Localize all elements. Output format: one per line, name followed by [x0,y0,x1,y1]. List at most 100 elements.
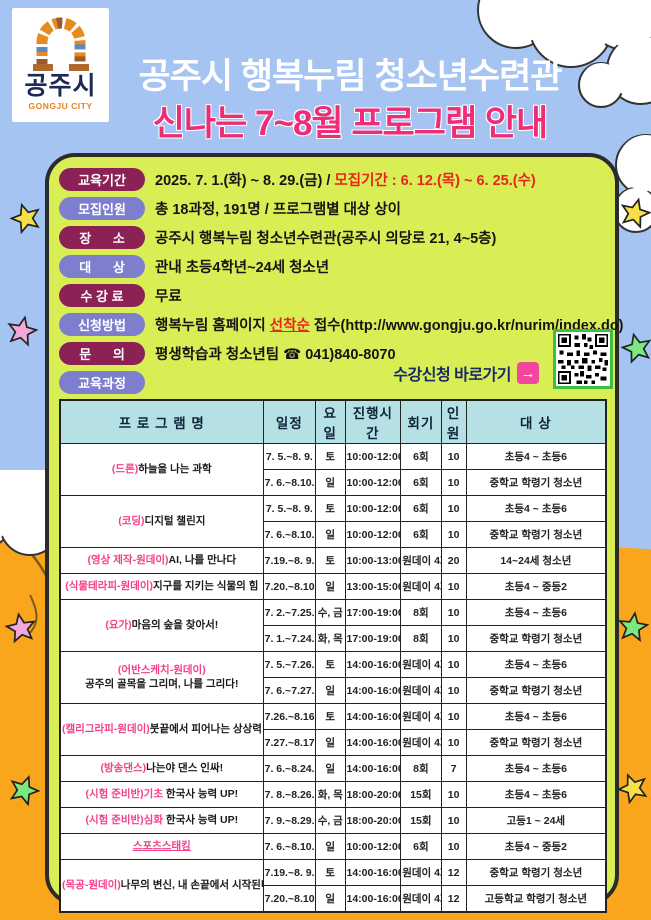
cell-day: 토 [315,703,346,730]
qr-code[interactable] [553,329,613,389]
cell-time: 14:00-16:00 [344,703,402,730]
cell-capacity: 10 [440,651,467,678]
cell-target: 중학교 학령기 청소년 [465,469,607,496]
table-row: 7. 6.~8.10. 일 10:00-12:00 6회 10 중학교 학령기 청소년 [60,469,607,496]
col-time: 진행시간 [344,399,402,444]
gongju-city-logo: 공주시 GONGJU CITY [12,8,109,122]
cell-day: 토 [315,547,346,574]
cell-time: 14:00-16:00 [344,755,402,782]
program-name: (시험 준비반)심화 한국사 능력 UP! [59,807,264,834]
logo-subtitle: GONGJU CITY [28,101,93,111]
cell-date: 7. 5.~8. 9. [262,495,317,522]
cell-target: 초등4 ~ 중등2 [465,573,607,600]
cell-target: 초등4 ~ 초등6 [465,599,607,626]
cell-time: 14:00-16:00 [344,651,402,678]
cell-date: 7.20.~8.10. [262,885,317,913]
cell-time: 13:00-15:00 [344,573,402,600]
cell-time: 10:00-12:00 [344,833,402,860]
label-pill: 장 소 [59,226,145,249]
homepage-url[interactable]: 접수(http://www.gongju.go.kr/nurim/index.d… [309,318,624,334]
arrow-right-icon[interactable]: → [517,362,539,384]
program-title: 하늘을 나는 과학 [138,462,212,475]
cell-day: 화, 목 [315,625,346,652]
star-icon [9,774,40,806]
info-row-education-period: 교육기간 2025. 7. 1.(화) ~ 8. 29.(금) / 모집기간 :… [59,165,607,194]
cell-time: 17:00-19:00 [344,625,402,652]
col-day: 요일 [315,399,346,444]
program-prefix: (캘리그라피-원데이) [62,722,150,735]
info-value: 총 18과정, 191명 / 프로그램별 대상 상이 [155,202,401,218]
cell-date: 7. 8.~8.26. [262,781,317,808]
program-title: 공주의 골목을 그리며, 나를 그리다! [85,677,239,690]
program-title: 나는야 댄스 인싸! [146,761,224,774]
label-pill: 신청방법 [59,313,145,336]
cell-date: 7. 6.~8.10. [262,469,317,496]
cell-day: 일 [315,885,346,913]
program-name: 스포츠스태킹 [59,833,264,860]
cell-sessions: 원데이 4회 [400,651,442,678]
program-prefix: (방송댄스) [100,761,147,774]
cell-target: 초등4 ~ 초등6 [465,651,607,678]
apply-shortcut-label[interactable]: 수강신청 바로가기 [393,367,511,384]
cell-capacity: 10 [440,703,467,730]
cell-sessions: 원데이 4회 [400,573,442,600]
page-title-line2: 신나는 7~8월 프로그램 안내 [152,104,549,143]
cell-target: 14~24세 청소년 [465,547,607,574]
cell-date: 7. 6.~8.24. [262,755,317,782]
cell-sessions: 8회 [400,755,442,782]
cell-capacity: 10 [440,469,467,496]
recruit-period-highlight: 모집기간 : 6. 12.(목) ~ 6. 25.(수) [334,173,536,189]
cell-day: 토 [315,495,346,522]
table-row: (식물테라피-원데이)지구를 지키는 식물의 힘 7.20.~8.10. 일 13:… [59,573,607,600]
period-text: 2025. 7. 1.(화) ~ 8. 29.(금) / [155,173,335,189]
table-header-row: 프 로 그 램 명 일정 요일 진행시간 회기 인원 대 상 [59,399,607,444]
table-row: 7. 1.~7.24. 화, 목 17:00-19:00 8회 10 중학교 학령기 청소… [60,625,607,652]
program-prefix: (요가) [105,618,132,631]
program-name: (코딩)디지털 챌린지 [59,495,264,548]
table-row: (영상 제작-원데이)AI, 나를 만나다 7.19.~8. 9. 토 10:00-… [59,547,607,574]
cell-capacity: 20 [440,547,467,574]
program-prefix: (시험 준비반)기초 [85,787,163,800]
label-pill: 수 강 료 [59,284,145,307]
cell-date: 7. 2.~7.25. [262,599,317,626]
cell-day: 토 [315,651,346,678]
apply-shortcut[interactable]: 수강신청 바로가기 → [393,361,539,385]
cell-day: 일 [315,469,346,496]
cell-target: 중학교 학령기 청소년 [465,859,607,886]
cell-sessions: 원데이 4회 [400,885,442,913]
cell-day: 일 [315,521,346,548]
program-title: 붓끝에서 피어나는 상상력! [149,722,264,735]
program-prefix: (목공-원데이) [62,878,121,891]
info-row-place: 장 소 공주시 행복누림 청소년수련관(공주시 의당로 21, 4~5층) [59,223,607,252]
cell-sessions: 8회 [400,599,442,626]
cell-capacity: 7 [440,755,467,782]
cell-sessions: 8회 [400,625,442,652]
star-icon [617,611,649,643]
star-icon [7,315,38,347]
cell-date: 7. 6.~8.10. [262,833,317,860]
star-icon [617,773,648,804]
cell-day: 일 [315,677,346,704]
cell-date: 7.19.~8. 9. [262,859,317,886]
program-prefix: (식물테라피-원데이) [65,579,154,592]
program-title: 지구를 지키는 식물의 힘 [153,579,259,592]
logo-title: 공주시 [24,72,97,100]
cell-time: 10:00-12:00 [344,443,402,470]
cell-date: 7. 5.~7.26. [262,651,317,678]
cell-date: 7.27.~8.17. [262,729,317,756]
info-row-capacity: 모집인원 총 18과정, 191명 / 프로그램별 대상 상이 [59,194,607,223]
cell-time: 18:00-20:00 [344,781,402,808]
program-prefix: (드론) [111,462,139,475]
first-come-link[interactable]: 선착순 [269,318,310,334]
program-name: (어반스케치-원데이) 공주의 골목을 그리며, 나를 그리다! [59,651,264,704]
apply-text: 행복누림 홈페이지 [155,318,270,334]
cell-capacity: 10 [440,781,467,808]
program-name: (식물테라피-원데이)지구를 지키는 식물의 힘 [59,573,264,600]
cell-sessions: 6회 [400,443,442,470]
cell-time: 14:00-16:00 [344,677,402,704]
cell-sessions: 15회 [400,807,442,834]
cell-target: 중학교 학령기 청소년 [465,729,607,756]
cell-capacity: 12 [440,859,467,886]
